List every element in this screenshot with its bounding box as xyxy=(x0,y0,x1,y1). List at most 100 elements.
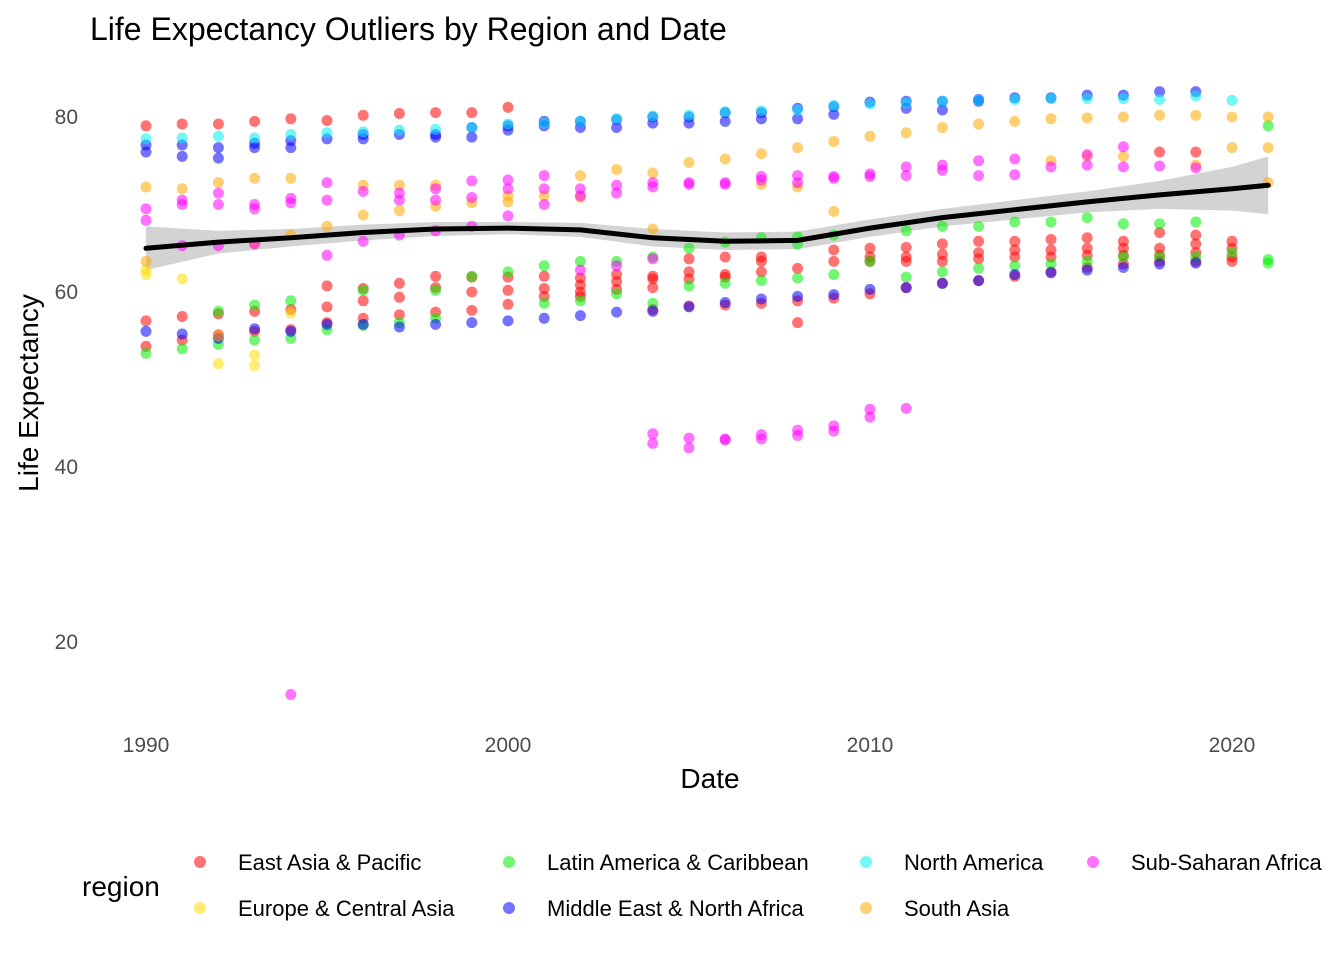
data-point xyxy=(1190,229,1202,241)
data-point xyxy=(140,315,152,327)
data-point xyxy=(285,295,297,307)
data-point xyxy=(900,97,912,109)
data-point xyxy=(393,205,405,217)
data-point xyxy=(683,442,695,454)
legend-item: Middle East & North Africa xyxy=(503,896,805,921)
data-point xyxy=(755,113,767,125)
data-point xyxy=(357,109,369,121)
data-point xyxy=(393,179,405,191)
data-point xyxy=(792,317,804,329)
data-point xyxy=(647,437,659,449)
data-point xyxy=(864,255,876,267)
data-point xyxy=(900,170,912,182)
data-point xyxy=(466,286,478,298)
data-point xyxy=(574,310,586,322)
data-point xyxy=(719,153,731,165)
data-point xyxy=(828,244,840,256)
data-point xyxy=(1190,257,1202,269)
data-point xyxy=(502,118,514,130)
data-point xyxy=(1154,160,1166,172)
data-point xyxy=(176,183,188,195)
data-point xyxy=(755,105,767,117)
data-point xyxy=(502,196,514,208)
data-point xyxy=(430,183,442,195)
data-point xyxy=(611,288,623,300)
data-point xyxy=(212,330,224,342)
data-point xyxy=(1009,115,1021,127)
data-point xyxy=(393,321,405,333)
data-point xyxy=(1226,111,1238,123)
data-point xyxy=(466,175,478,187)
data-point xyxy=(212,305,224,317)
data-point xyxy=(683,301,695,313)
legend-key xyxy=(503,902,515,914)
data-point xyxy=(430,131,442,143)
data-point xyxy=(1045,113,1057,125)
data-point xyxy=(792,104,804,116)
data-point xyxy=(647,305,659,317)
data-point xyxy=(357,126,369,138)
data-point xyxy=(140,120,152,132)
data-point xyxy=(357,284,369,296)
data-point xyxy=(828,289,840,301)
data-point xyxy=(321,127,333,139)
data-point xyxy=(140,214,152,226)
legend: East Asia & Pacific Europe & Central Asia… xyxy=(194,850,1323,921)
data-point xyxy=(321,177,333,189)
data-point xyxy=(1117,111,1129,123)
legend-key xyxy=(860,856,872,868)
legend-item: Latin America & Caribbean xyxy=(503,850,809,875)
data-point xyxy=(755,255,767,267)
data-point xyxy=(973,275,985,287)
data-point xyxy=(430,194,442,206)
data-point xyxy=(538,312,550,324)
data-point xyxy=(936,277,948,289)
data-point xyxy=(828,100,840,112)
legend-item: Sub-Saharan Africa xyxy=(1087,850,1323,875)
data-point xyxy=(430,284,442,296)
data-point xyxy=(792,262,804,274)
data-point xyxy=(611,122,623,133)
data-point xyxy=(176,343,188,355)
data-point xyxy=(574,190,586,202)
smooth-confidence-band xyxy=(146,156,1269,271)
data-point xyxy=(647,253,659,265)
data-point xyxy=(755,433,767,445)
data-point xyxy=(792,290,804,302)
data-point xyxy=(176,199,188,210)
data-point xyxy=(321,194,333,206)
data-point xyxy=(466,131,478,143)
data-point xyxy=(321,318,333,330)
x-tick-label: 1990 xyxy=(123,734,170,757)
data-point xyxy=(176,273,188,285)
data-point xyxy=(176,328,188,340)
data-point xyxy=(647,273,659,285)
chart-title: Life Expectancy Outliers by Region and D… xyxy=(90,11,727,47)
data-point xyxy=(683,253,695,265)
data-point xyxy=(900,225,912,237)
series-4 xyxy=(140,90,1238,145)
data-point xyxy=(1117,218,1129,230)
series-6 xyxy=(140,141,1202,700)
y-tick-label: 40 xyxy=(55,456,78,479)
data-point xyxy=(755,266,767,278)
data-point xyxy=(321,301,333,313)
data-point xyxy=(176,132,188,144)
data-point xyxy=(285,325,297,337)
data-point xyxy=(1081,149,1093,161)
data-point xyxy=(285,142,297,154)
data-point xyxy=(249,203,261,215)
data-point xyxy=(1190,238,1202,250)
data-point xyxy=(140,203,152,215)
data-point xyxy=(719,251,731,263)
data-point xyxy=(1117,93,1129,105)
data-point xyxy=(647,282,659,294)
data-point xyxy=(936,238,948,250)
data-point xyxy=(466,122,478,133)
data-point xyxy=(1081,264,1093,276)
data-point xyxy=(1045,93,1057,105)
data-point xyxy=(611,276,623,287)
legend-label: Europe & Central Asia xyxy=(238,896,455,921)
data-point xyxy=(393,277,405,289)
